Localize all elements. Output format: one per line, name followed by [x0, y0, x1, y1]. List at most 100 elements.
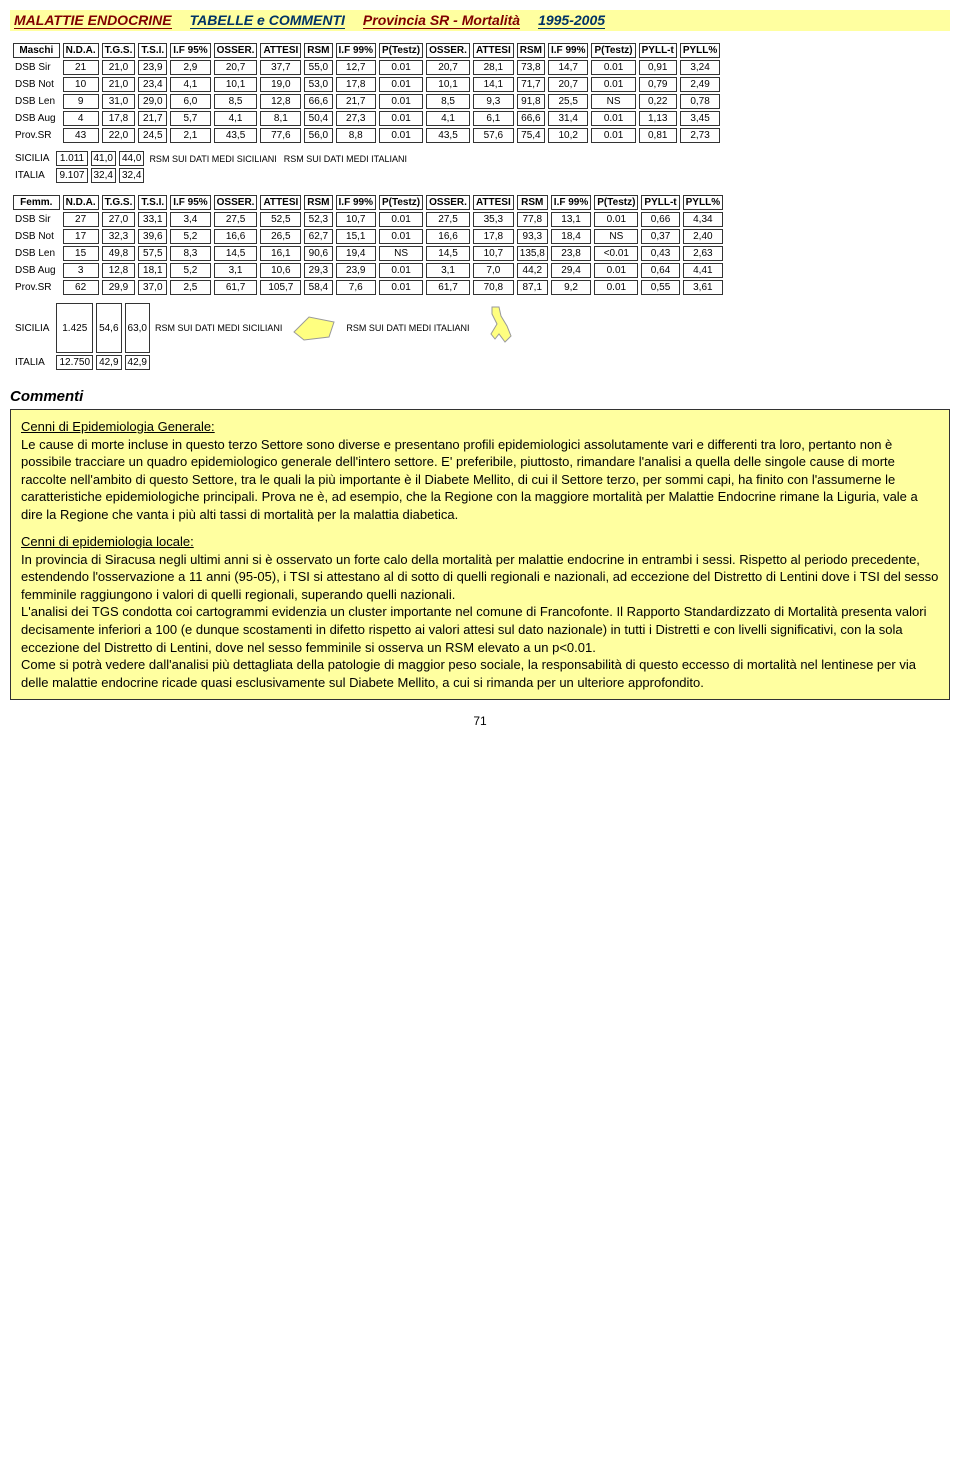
- data-cell: 27: [63, 212, 99, 227]
- data-cell: 18,1: [138, 263, 167, 278]
- data-cell: 29,4: [551, 263, 591, 278]
- data-cell: 29,0: [138, 94, 167, 109]
- data-cell: 6,0: [170, 94, 210, 109]
- data-cell: NS: [591, 94, 635, 109]
- data-cell: 0,66: [641, 212, 679, 227]
- table-row: Prov.SR4322,024,52,143,577,656,08,80.014…: [13, 128, 720, 143]
- data-cell: 39,6: [138, 229, 167, 244]
- data-cell: 37,7: [260, 60, 301, 75]
- data-cell: 17: [63, 229, 99, 244]
- data-cell: 0.01: [591, 111, 635, 126]
- table-maschi-footer: SICILIA1.01141,044,0RSM SUI DATI MEDI SI…: [10, 149, 412, 185]
- data-cell: <0.01: [594, 246, 638, 261]
- data-cell: 0.01: [379, 212, 423, 227]
- sec2-p1: In provincia di Siracusa negli ultimi an…: [21, 552, 938, 602]
- data-cell: 57,5: [138, 246, 167, 261]
- data-cell: 2,9: [170, 60, 210, 75]
- data-cell: 21,7: [138, 111, 167, 126]
- col-pyllt: PYLL-t: [639, 43, 677, 58]
- data-cell: 56,0: [304, 128, 332, 143]
- data-cell: 23,9: [336, 263, 376, 278]
- data-cell: 77,6: [260, 128, 301, 143]
- table-maschi: Maschi N.D.A. T.G.S. T.S.I. I.F 95% OSSE…: [10, 41, 723, 145]
- row-label: Prov.SR: [13, 128, 60, 143]
- data-cell: 4,1: [214, 111, 258, 126]
- data-cell: 10,7: [473, 246, 514, 261]
- data-cell: 27,5: [426, 212, 470, 227]
- data-cell: 63,0: [125, 303, 150, 353]
- data-cell: 33,1: [138, 212, 167, 227]
- data-cell: 5,2: [170, 263, 210, 278]
- data-cell: 5,2: [170, 229, 210, 244]
- data-cell: 0,64: [641, 263, 679, 278]
- data-cell: 14,5: [214, 246, 258, 261]
- data-cell: 4,1: [170, 77, 210, 92]
- italy-map-icon: [475, 303, 519, 353]
- data-cell: 9,3: [473, 94, 514, 109]
- data-cell: 44,0: [119, 151, 144, 166]
- data-cell: 2,5: [170, 280, 210, 295]
- data-cell: 58,4: [304, 280, 332, 295]
- data-cell: 17,8: [473, 229, 514, 244]
- data-cell: 3,45: [680, 111, 720, 126]
- data-cell: 10,2: [548, 128, 588, 143]
- data-cell: 9.107: [56, 168, 87, 183]
- data-cell: 10,7: [336, 212, 376, 227]
- data-cell: 29,3: [304, 263, 332, 278]
- row-label: ITALIA: [13, 168, 53, 183]
- data-cell: 8,5: [214, 94, 258, 109]
- data-cell: 0.01: [594, 263, 638, 278]
- data-cell: 43,5: [214, 128, 258, 143]
- data-cell: 31,0: [102, 94, 136, 109]
- data-cell: 0,37: [641, 229, 679, 244]
- data-cell: 4,34: [683, 212, 723, 227]
- data-cell: 3,24: [680, 60, 720, 75]
- data-cell: 53,0: [304, 77, 332, 92]
- data-cell: 2,1: [170, 128, 210, 143]
- data-cell: 16,6: [214, 229, 258, 244]
- table-row: DSB Not1732,339,65,216,626,562,715,10.01…: [13, 229, 723, 244]
- footer-row: SICILIA1.01141,044,0RSM SUI DATI MEDI SI…: [13, 151, 409, 166]
- table-femm-footer: SICILIA1.42554,663,0RSM SUI DATI MEDI SI…: [10, 301, 522, 372]
- data-cell: 18,4: [551, 229, 591, 244]
- data-cell: 8,5: [426, 94, 470, 109]
- data-cell: 17,8: [336, 77, 376, 92]
- row-label: SICILIA: [13, 151, 53, 166]
- data-cell: 14,5: [426, 246, 470, 261]
- col-if95: I.F 95%: [170, 43, 210, 58]
- data-cell: 91,8: [517, 94, 545, 109]
- data-cell: 23,4: [138, 77, 167, 92]
- data-cell: 93,3: [517, 229, 548, 244]
- col-tgs: T.G.S.: [102, 43, 136, 58]
- data-cell: 61,7: [214, 280, 258, 295]
- data-cell: 43: [63, 128, 99, 143]
- data-cell: 62,7: [304, 229, 332, 244]
- table-row: Prov.SR6229,937,02,561,7105,758,47,60.01…: [13, 280, 723, 295]
- data-cell: 0.01: [379, 263, 423, 278]
- commenti-box: Cenni di Epidemiologia Generale: Le caus…: [10, 409, 950, 700]
- table-row: DSB Len1549,857,58,314,516,190,619,4NS14…: [13, 246, 723, 261]
- data-cell: 2,49: [680, 77, 720, 92]
- col-if99b: I.F 99%: [548, 43, 588, 58]
- data-cell: 0.01: [379, 77, 423, 92]
- data-cell: NS: [379, 246, 423, 261]
- commenti-title: Commenti: [10, 388, 950, 405]
- page-header: MALATTIE ENDOCRINE TABELLE e COMMENTI Pr…: [10, 10, 950, 31]
- data-cell: 0.01: [379, 60, 423, 75]
- row-label: DSB Aug: [13, 263, 60, 278]
- col-osser2: OSSER.: [426, 43, 470, 58]
- sec1-body: Le cause di morte incluse in questo terz…: [21, 437, 918, 522]
- data-cell: 42,9: [96, 355, 121, 370]
- col-ptest1: P(Testz): [379, 43, 423, 58]
- data-cell: 41,0: [91, 151, 116, 166]
- data-cell: 0.01: [379, 280, 423, 295]
- row-label: DSB Len: [13, 94, 60, 109]
- data-cell: 0.01: [379, 94, 423, 109]
- data-cell: 6,1: [473, 111, 514, 126]
- row-label: DSB Aug: [13, 111, 60, 126]
- data-cell: 21: [63, 60, 99, 75]
- data-cell: 49,8: [102, 246, 136, 261]
- data-cell: 0,81: [639, 128, 677, 143]
- data-cell: 12.750: [56, 355, 93, 370]
- data-cell: 0,43: [641, 246, 679, 261]
